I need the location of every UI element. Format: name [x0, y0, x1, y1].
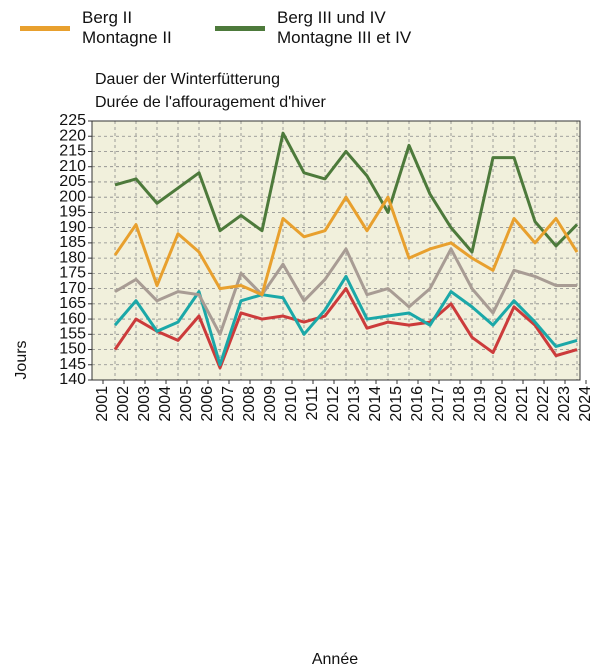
y-tick-label: 195: [59, 204, 86, 221]
x-tick-label: 2021: [514, 386, 531, 422]
y-tick-label: 225: [59, 112, 86, 129]
x-tick-label: 2014: [367, 386, 384, 422]
chart-title: Dauer der Winterfütterung: [95, 71, 280, 88]
plot-background: [92, 121, 580, 380]
x-tick-label: 2012: [325, 386, 342, 422]
legend-label: Berg III und IV Montagne III et IV: [277, 8, 412, 47]
y-tick-label: 205: [59, 173, 86, 190]
y-tick-label: 210: [59, 158, 86, 175]
y-tick-label: 215: [59, 143, 86, 160]
x-tick-label: 2015: [388, 386, 405, 422]
x-tick-label: 2006: [199, 386, 216, 422]
series-line: [113, 274, 578, 367]
legend-entry: Berg III und IV Montagne III et IV: [215, 8, 411, 48]
y-tick-label: 160: [59, 310, 86, 327]
legend-swatch: [215, 25, 265, 31]
y-tick-label: 190: [59, 219, 86, 236]
y-axis-label: Jours: [13, 340, 30, 379]
y-tick-label: 145: [59, 356, 86, 373]
y-tick-label: 200: [59, 188, 86, 205]
x-tick-label: 2018: [451, 386, 468, 422]
x-tick-label: 2003: [136, 386, 153, 422]
x-tick-label: 2019: [472, 386, 489, 422]
x-tick-label: 2002: [115, 386, 132, 422]
legend-label: Berg II Montagne II: [82, 8, 172, 47]
plot-frame: [91, 120, 581, 381]
x-tick-label: 2024: [577, 386, 594, 422]
y-tick-label: 150: [59, 341, 86, 358]
x-tick-label: 2004: [157, 386, 174, 422]
chart-subtitle: Durée de l'affouragement d'hiver: [95, 94, 327, 111]
y-tick-label: 220: [59, 127, 86, 144]
legend-entry: Berg II Montagne II: [20, 8, 172, 48]
legend-swatch: [20, 25, 70, 31]
series-line: [114, 131, 579, 254]
x-tick-label: 2008: [241, 386, 258, 422]
series-line: [113, 287, 578, 370]
y-tick-label: 140: [59, 371, 86, 388]
x-tick-label: 2010: [283, 386, 300, 422]
x-tick-label: 2005: [178, 386, 195, 422]
legend: Berg II Montagne II Berg III und IV Monta…: [0, 0, 596, 60]
x-tick-label: 2007: [220, 386, 237, 422]
x-tick-label: 2022: [535, 386, 552, 422]
y-tick-label: 175: [59, 265, 86, 282]
x-tick-label: 2016: [409, 386, 426, 422]
y-tick-label: 170: [59, 280, 86, 297]
x-tick-label: 2020: [493, 386, 510, 422]
x-tick-label: 2009: [262, 386, 279, 422]
x-tick-label: 2017: [430, 386, 447, 422]
y-tick-label: 185: [59, 234, 86, 251]
x-tick-label: 2023: [556, 386, 573, 422]
series-line: [113, 195, 579, 297]
y-tick-label: 180: [59, 249, 86, 266]
x-tick-label: 2013: [346, 386, 363, 422]
y-tick-label: 165: [59, 295, 86, 312]
x-axis-label: Année: [312, 651, 358, 668]
y-tick-label: 155: [59, 326, 86, 343]
x-tick-label: 2011: [304, 386, 321, 421]
series-line: [114, 247, 577, 336]
x-tick-label: 2001: [94, 386, 111, 422]
